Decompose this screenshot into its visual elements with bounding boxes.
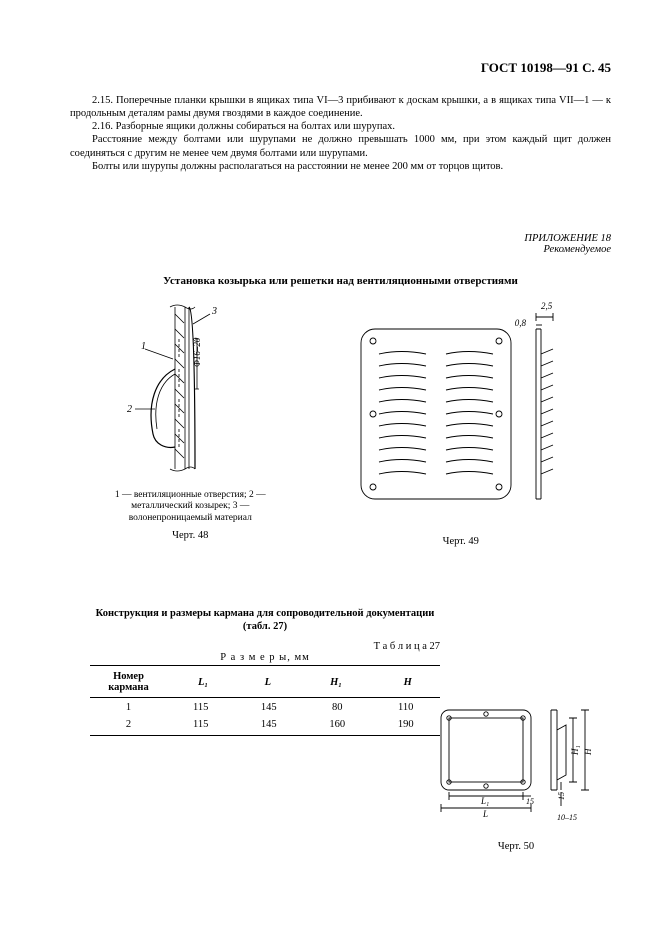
rule [90, 665, 440, 666]
annex-subtitle: Рекомендуемое [70, 244, 611, 255]
para-2-16b: Расстояние между болтами или шурупами не… [70, 133, 611, 159]
fig49-wrap: 2,5 0,8 Черт. 49 [331, 299, 591, 547]
fig48-callout1-text: 1 [141, 341, 146, 352]
annex-block: ПРИЛОЖЕНИЕ 18 Рекомендуемое [70, 233, 611, 255]
fig49-label: Черт. 49 [331, 536, 591, 547]
fig48-svg: 1 2 3 Φ16–20 [115, 299, 265, 479]
fig50-L1: L₁ [480, 796, 489, 806]
annex-title: ПРИЛОЖЕНИЕ 18 [70, 233, 611, 244]
cell: 145 [234, 716, 303, 733]
fig48-label: Черт. 48 [90, 530, 290, 541]
para-2-15: 2.15. Поперечные планки крышки в ящиках … [70, 94, 611, 120]
fig48-callout3-text: 3 [211, 306, 217, 317]
col-h-4: H [376, 668, 440, 696]
fig48-wrap: 1 2 3 Φ16–20 1 — вентиляционные отверсти… [90, 299, 290, 541]
para-2-16c: Болты или шурупы должны располагаться на… [70, 160, 611, 173]
cell: 115 [167, 716, 234, 733]
figure-row-1: 1 2 3 Φ16–20 1 — вентиляционные отверсти… [70, 299, 611, 547]
cell: 80 [303, 699, 372, 716]
table27: Номер кармана L₁ L H₁ H [90, 668, 440, 696]
table27-caption: Т а б л и ц а 27 [90, 641, 440, 652]
cell: 115 [167, 699, 234, 716]
fig50-wrap: L₁ L 15 H₁ H 15 10–15 Черт. 50 [426, 700, 606, 852]
col-h-2: L [239, 668, 296, 696]
para-2-16: 2.16. Разборные ящики должны собираться … [70, 120, 611, 133]
fig50-H1: H₁ [570, 745, 580, 756]
fig50-label: Черт. 50 [426, 841, 606, 852]
fig49-dim1-text: 2,5 [541, 301, 553, 311]
table-row: 1 115 145 80 110 [90, 699, 440, 716]
fig50-15a: 15 [526, 797, 534, 806]
fig48-legend: 1 — вентиляционные отверстия; 2 — металл… [100, 490, 280, 524]
col-h-2-i: L [265, 677, 271, 688]
col-h-0: Номер кармана [90, 668, 167, 696]
col-h-1-i: L₁ [198, 677, 208, 688]
cell: 160 [303, 716, 372, 733]
col-h-1: L₁ [167, 668, 239, 696]
table27-dim-header: Р а з м е р ы, мм [90, 652, 440, 663]
fig50-15b: 15 [557, 792, 566, 800]
section-title-vent: Установка козырька или решетки над венти… [70, 275, 611, 287]
fig48-callout2-text: 2 [127, 404, 132, 415]
page: ГОСТ 10198—91 С. 45 2.15. Поперечные пла… [0, 0, 661, 936]
fig50-svg: L₁ L 15 H₁ H 15 10–15 [431, 700, 601, 830]
fig50-10-15: 10–15 [557, 813, 577, 822]
fig49-dim2-text: 0,8 [515, 318, 527, 328]
col-h-3-i: H₁ [330, 677, 342, 688]
fig50-H: H [583, 748, 593, 756]
table-header-row: Номер кармана L₁ L H₁ H [90, 668, 440, 696]
cell: 2 [90, 716, 167, 733]
table27-wrap: Т а б л и ц а 27 Р а з м е р ы, мм Номер… [90, 641, 440, 736]
table27-body: 1 115 145 80 110 2 115 145 160 190 [90, 699, 440, 733]
fig48-diam-text: Φ16–20 [192, 337, 202, 367]
col-h-3: H₁ [297, 668, 376, 696]
rule [90, 735, 440, 736]
body-text: 2.15. Поперечные планки крышки в ящиках … [70, 94, 611, 173]
rule [90, 697, 440, 698]
table-row: 2 115 145 160 190 [90, 716, 440, 733]
cell: 145 [234, 699, 303, 716]
fig50-L: L [482, 809, 488, 819]
col-h-4-i: H [404, 677, 412, 688]
doc-header: ГОСТ 10198—91 С. 45 [70, 60, 611, 76]
section-title-pocket: Конструкция и размеры кармана для сопров… [90, 607, 440, 633]
fig49-svg: 2,5 0,8 [341, 299, 581, 509]
cell: 1 [90, 699, 167, 716]
